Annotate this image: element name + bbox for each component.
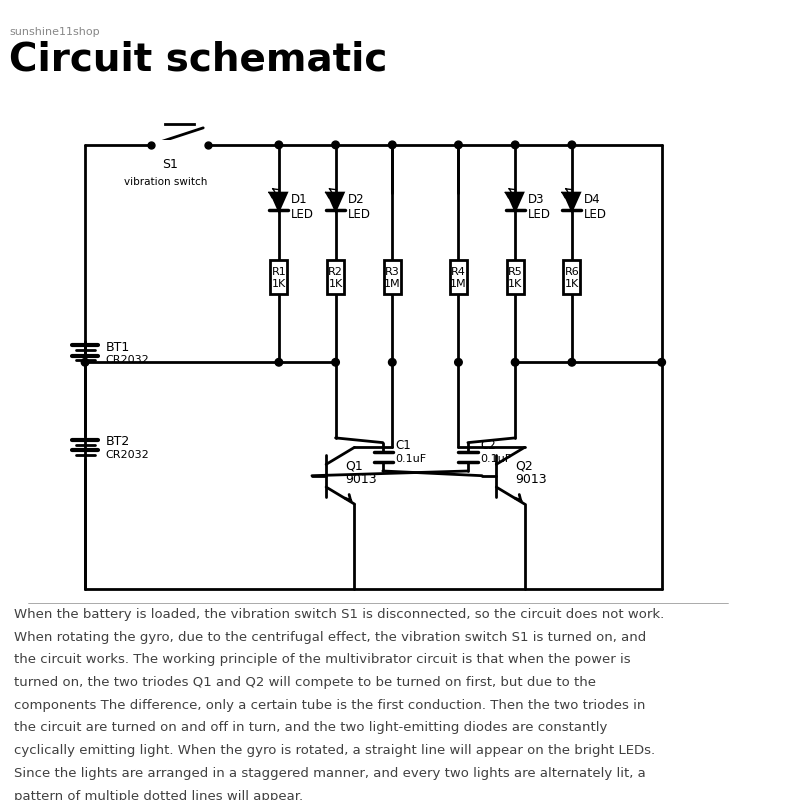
- Text: When the battery is loaded, the vibration switch S1 is disconnected, so the circ: When the battery is loaded, the vibratio…: [14, 608, 665, 621]
- Circle shape: [511, 141, 519, 149]
- Text: 1K: 1K: [272, 279, 286, 289]
- Text: C1: C1: [395, 439, 411, 452]
- Text: R5: R5: [508, 266, 522, 277]
- Circle shape: [454, 358, 462, 366]
- Circle shape: [275, 141, 282, 149]
- Text: LED: LED: [584, 208, 607, 222]
- Text: cyclically emitting light. When the gyro is rotated, a straight line will appear: cyclically emitting light. When the gyro…: [14, 744, 655, 757]
- Text: When rotating the gyro, due to the centrifugal effect, the vibration switch S1 i: When rotating the gyro, due to the centr…: [14, 630, 646, 644]
- Polygon shape: [507, 193, 522, 210]
- FancyBboxPatch shape: [450, 260, 467, 294]
- Text: components The difference, only a certain tube is the first conduction. Then the: components The difference, only a certai…: [14, 698, 646, 712]
- Text: pattern of multiple dotted lines will appear.: pattern of multiple dotted lines will ap…: [14, 790, 303, 800]
- Text: BT2: BT2: [106, 435, 130, 448]
- Polygon shape: [328, 193, 343, 210]
- Circle shape: [389, 141, 396, 149]
- Text: D1: D1: [291, 193, 308, 206]
- Circle shape: [568, 141, 576, 149]
- Text: the circuit works. The working principle of the multivibrator circuit is that wh: the circuit works. The working principle…: [14, 654, 631, 666]
- Polygon shape: [271, 193, 286, 210]
- Text: 1K: 1K: [508, 279, 522, 289]
- Text: C2: C2: [480, 439, 496, 452]
- Text: Q1: Q1: [345, 460, 362, 473]
- Text: D2: D2: [348, 193, 365, 206]
- Circle shape: [454, 141, 462, 149]
- Text: 1M: 1M: [384, 279, 401, 289]
- FancyBboxPatch shape: [270, 260, 287, 294]
- Text: R4: R4: [451, 266, 466, 277]
- Text: Q2: Q2: [515, 460, 533, 473]
- Text: LED: LED: [348, 208, 371, 222]
- Text: R6: R6: [565, 266, 579, 277]
- Text: CR2032: CR2032: [106, 355, 150, 366]
- FancyBboxPatch shape: [327, 260, 344, 294]
- Circle shape: [82, 358, 89, 366]
- Text: vibration switch: vibration switch: [124, 177, 207, 186]
- Text: LED: LED: [527, 208, 550, 222]
- FancyBboxPatch shape: [563, 260, 580, 294]
- Polygon shape: [564, 193, 579, 210]
- Text: 1K: 1K: [565, 279, 579, 289]
- FancyBboxPatch shape: [151, 140, 208, 150]
- Text: 1K: 1K: [329, 279, 342, 289]
- Text: D3: D3: [527, 193, 544, 206]
- Circle shape: [568, 358, 576, 366]
- Text: R1: R1: [271, 266, 286, 277]
- Text: 0.1uF: 0.1uF: [395, 454, 426, 464]
- FancyBboxPatch shape: [384, 260, 401, 294]
- Text: CR2032: CR2032: [106, 450, 150, 460]
- Circle shape: [511, 358, 519, 366]
- Text: Circuit schematic: Circuit schematic: [10, 41, 388, 79]
- Text: turned on, the two triodes Q1 and Q2 will compete to be turned on first, but due: turned on, the two triodes Q1 and Q2 wil…: [14, 676, 596, 689]
- Text: 1M: 1M: [450, 279, 466, 289]
- Text: 9013: 9013: [515, 473, 546, 486]
- Circle shape: [275, 358, 282, 366]
- Text: sunshine11shop: sunshine11shop: [10, 26, 100, 37]
- Circle shape: [389, 358, 396, 366]
- Text: Since the lights are arranged in a staggered manner, and every two lights are al: Since the lights are arranged in a stagg…: [14, 767, 646, 780]
- Text: R3: R3: [385, 266, 400, 277]
- Circle shape: [658, 358, 666, 366]
- Text: BT1: BT1: [106, 341, 130, 354]
- Text: 9013: 9013: [345, 473, 377, 486]
- FancyBboxPatch shape: [506, 260, 524, 294]
- Text: 0.1uF: 0.1uF: [480, 454, 511, 464]
- Circle shape: [332, 141, 339, 149]
- Text: R2: R2: [328, 266, 343, 277]
- Text: S1: S1: [162, 158, 178, 171]
- Text: LED: LED: [291, 208, 314, 222]
- Circle shape: [332, 358, 339, 366]
- Text: D4: D4: [584, 193, 601, 206]
- Text: the circuit are turned on and off in turn, and the two light-emitting diodes are: the circuit are turned on and off in tur…: [14, 722, 607, 734]
